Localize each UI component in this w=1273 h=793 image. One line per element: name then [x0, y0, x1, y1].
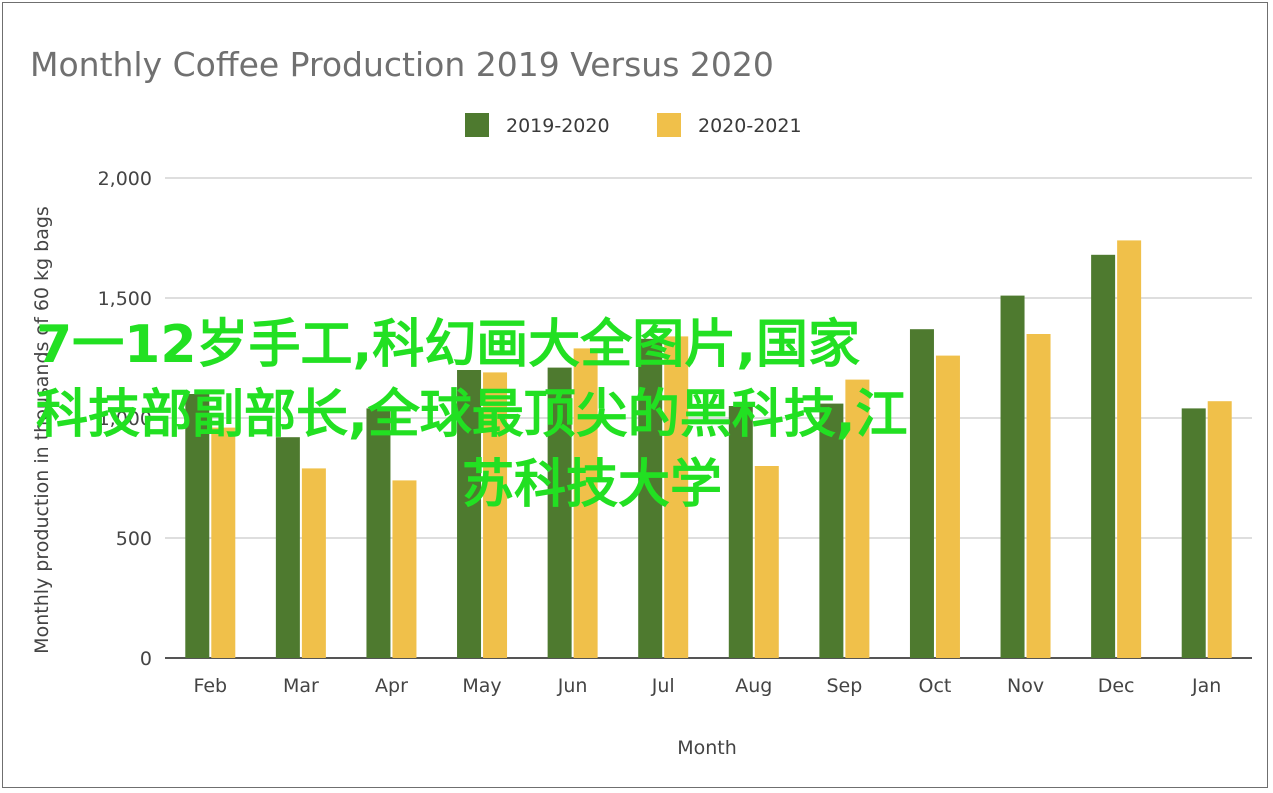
y-tick-label: 500: [116, 528, 152, 550]
x-tick-label: Apr: [375, 675, 408, 697]
bar-2019-2020-Apr: [366, 408, 391, 658]
legend-swatch-2019-2020: [465, 113, 489, 137]
bar-2019-2020-Jun: [547, 367, 572, 658]
y-tick-label: 1,500: [98, 288, 152, 310]
bar-2020-2021-Feb: [211, 427, 236, 658]
bar-2020-2021-Jan: [1207, 401, 1232, 658]
legend-label-2020-2021: 2020-2021: [698, 115, 802, 137]
overlay-line-1: 7一12岁手工,科幻画大全图片,国家: [36, 315, 860, 375]
bar-2020-2021-Oct: [935, 355, 960, 658]
bar-2020-2021-Dec: [1117, 240, 1142, 658]
x-axis-ticks: Feb Mar Apr May Jun Jul Aug Sep Oct Nov Dec Jan: [193, 675, 1221, 697]
bar-2019-2020-Sep: [819, 403, 844, 658]
bar-2020-2021-Aug: [754, 466, 779, 658]
x-tick-label: Aug: [735, 675, 772, 697]
x-tick-label: Dec: [1098, 675, 1135, 697]
bar-2019-2020-Dec: [1091, 254, 1116, 659]
bar-2019-2020-Oct: [909, 329, 934, 658]
overlay-line-3: 苏科技大学: [462, 455, 722, 515]
x-tick-label: Jul: [651, 675, 675, 697]
y-tick-label: 0: [140, 648, 152, 670]
gridlines: [165, 177, 1252, 659]
y-axis-ticks: 0 500 1,000 1,500 2,000: [98, 168, 152, 670]
x-tick-label: Oct: [919, 675, 952, 697]
bar-2019-2020-May: [457, 370, 482, 658]
bar-2020-2021-Sep: [845, 379, 870, 658]
x-tick-label: Feb: [193, 675, 227, 697]
bar-2020-2021-Mar: [301, 468, 326, 658]
y-tick-label: 1,000: [98, 408, 152, 430]
y-tick-label: 2,000: [98, 168, 152, 190]
bar-2019-2020-Mar: [275, 437, 300, 658]
bar-2020-2021-May: [483, 372, 508, 658]
x-tick-label: Jun: [557, 675, 588, 697]
y-axis-title: Monthly production in thousands of 60 kg…: [31, 206, 53, 654]
bar-2019-2020-Aug: [728, 406, 753, 658]
x-tick-label: May: [462, 675, 501, 697]
chart-title: Monthly Coffee Production 2019 Versus 20…: [30, 45, 774, 84]
bars: [185, 240, 1232, 659]
x-tick-label: Jan: [1191, 675, 1221, 697]
watermark-overlay: 7一12岁手工,科幻画大全图片,国家 科技部副部长,全球最顶尖的黑科技,江 苏科…: [36, 315, 908, 515]
bar-2020-2021-Apr: [392, 480, 417, 658]
legend: 2019-2020 2020-2021: [465, 113, 802, 137]
x-axis-title: Month: [677, 737, 737, 759]
bar-2019-2020-Jul: [638, 338, 663, 658]
bar-2020-2021-Jul: [664, 336, 689, 658]
legend-label-2019-2020: 2019-2020: [506, 115, 610, 137]
bar-2020-2021-Jun: [573, 348, 598, 658]
x-tick-label: Nov: [1007, 675, 1044, 697]
bar-2019-2020-Nov: [1000, 295, 1025, 658]
bar-2019-2020-Feb: [185, 394, 210, 658]
overlay-line-2: 科技部副部长,全球最顶尖的黑科技,江: [36, 385, 908, 445]
legend-swatch-2020-2021: [657, 113, 681, 137]
bar-2020-2021-Nov: [1026, 334, 1051, 658]
x-tick-label: Sep: [826, 675, 862, 697]
x-tick-label: Mar: [283, 675, 319, 697]
bar-2019-2020-Jan: [1181, 408, 1206, 658]
